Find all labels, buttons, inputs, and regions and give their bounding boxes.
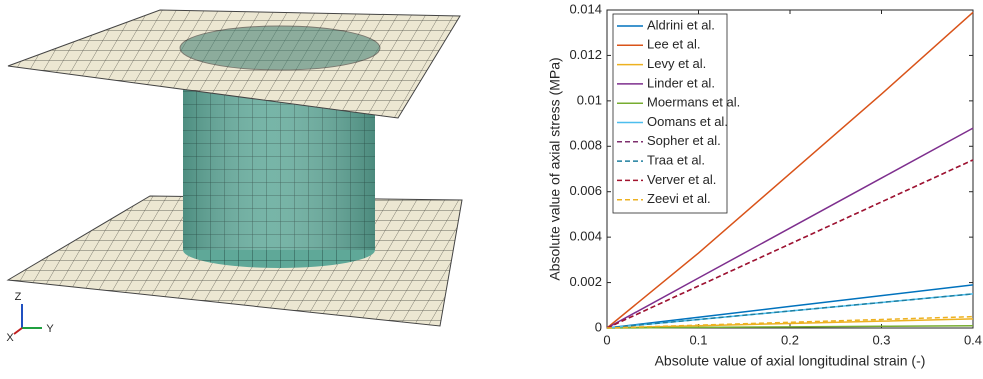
axis-triad (14, 304, 42, 334)
legend-label: Linder et al. (647, 75, 715, 90)
legend-label: Lee et al. (647, 37, 701, 52)
x-tick-label: 0.2 (781, 332, 799, 347)
legend-label: Verver et al. (647, 172, 716, 187)
top-opening (180, 26, 380, 70)
legend-label: Aldrini et al. (647, 17, 715, 32)
x-tick-label: 0.4 (964, 332, 982, 347)
y-tick-label: 0.008 (569, 138, 602, 153)
legend-label: Levy et al. (647, 56, 706, 71)
y-tick-label: 0.002 (569, 274, 602, 289)
legend-label: Moermans et al. (647, 95, 740, 110)
y-tick-label: 0.006 (569, 183, 602, 198)
x-tick-label: 0.1 (689, 332, 707, 347)
x-axis-label: Absolute value of axial longitudinal str… (655, 353, 926, 369)
legend-label: Sopher et al. (647, 133, 721, 148)
legend-label: Zeevi et al. (647, 191, 711, 206)
x-tick-label: 0 (603, 332, 610, 347)
legend-label: Oomans et al. (647, 114, 728, 129)
y-tick-label: 0.01 (577, 92, 602, 107)
y-axis-label: Absolute value of axial stress (MPa) (547, 57, 563, 280)
triad-label: Z (15, 291, 22, 303)
legend-label: Traa et al. (647, 153, 705, 168)
figure: Z X Y Absolute value of axial longitudin… (0, 0, 983, 374)
y-tick-label: 0.004 (569, 229, 602, 244)
mesh-view: Z X Y (6, 10, 462, 344)
y-tick-label: 0.014 (569, 1, 602, 16)
triad-label: Y (46, 323, 54, 335)
y-tick-label: 0 (595, 319, 602, 334)
triad-label: X (6, 332, 14, 344)
x-tick-label: 0.3 (872, 332, 890, 347)
y-tick-label: 0.012 (569, 47, 602, 62)
